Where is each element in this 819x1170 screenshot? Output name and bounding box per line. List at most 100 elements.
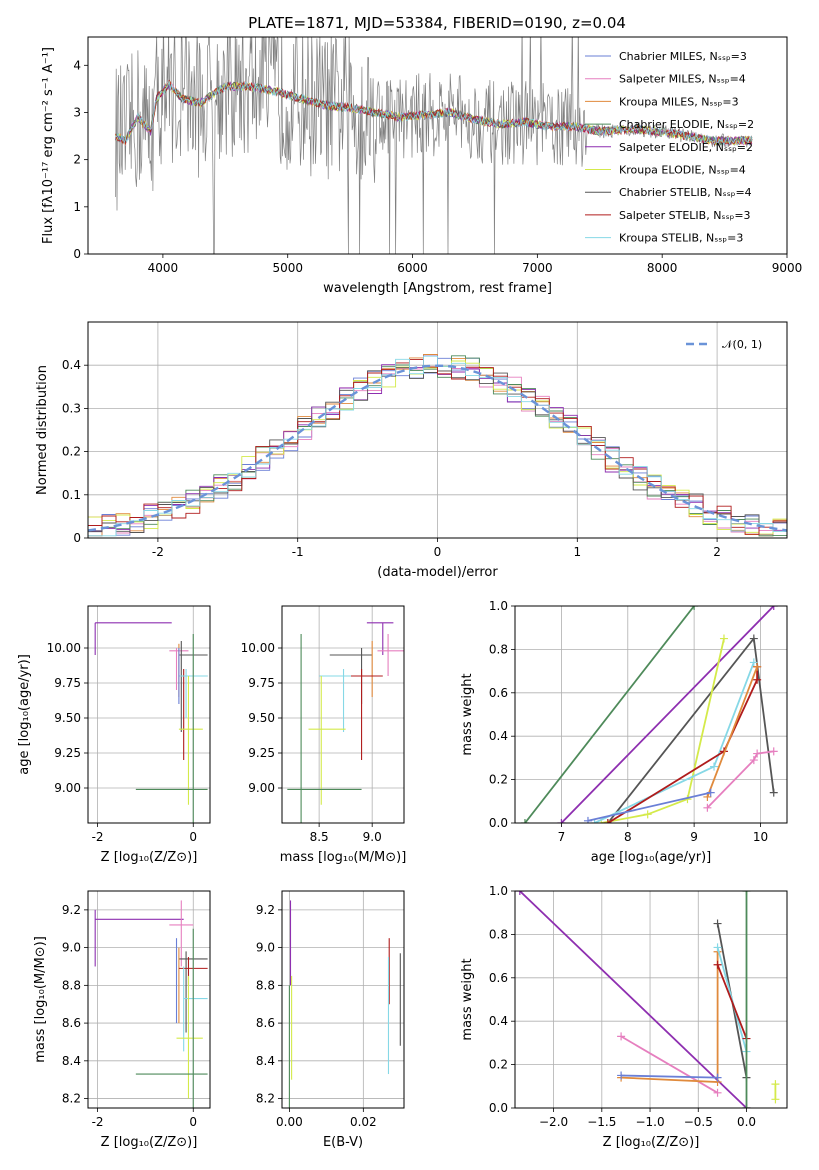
age_vs_Z-ytick-label: 10.00 <box>47 641 81 655</box>
age_vs_Z-xlabel: Z [log₁₀(Z/Z⊙)] <box>101 850 198 865</box>
spectrum-frame <box>87 36 788 255</box>
weight-marker <box>749 634 758 643</box>
weight-line-salpeter-miles <box>620 1035 719 1094</box>
model-spectrum-chabrier-stelib <box>115 81 753 146</box>
weight-marker <box>749 756 758 765</box>
age_vs_mass-xtick-label: 9.0 <box>363 830 382 844</box>
mass_vs_Z-xlabel: Z [log₁₀(Z/Z⊙)] <box>101 1135 198 1150</box>
residuals-ytick-label: 0.1 <box>62 488 81 502</box>
spectrum-ytick-label: 0 <box>73 247 81 261</box>
mass_vs_ebv-ytick-label: 8.8 <box>256 978 275 992</box>
weight-marker <box>690 606 699 610</box>
mass_vs_ebv-axes: 0.00 0.02 8.2 8.4 8.6 8.8 9.0 9.2 E(B-V) <box>256 890 405 1150</box>
weight_vs_age-ytick-label: 0.4 <box>489 729 508 743</box>
age_vs_Z-ytick-label: 9.00 <box>54 781 81 795</box>
age_vs_mass-frame <box>281 605 405 824</box>
mass_vs_ebv-xtick-label: 0.00 <box>276 1115 303 1129</box>
spectrum-xlabel: wavelength [Angstrom, rest frame] <box>323 281 552 296</box>
weight-line-salpeter-elodie <box>560 606 775 823</box>
age_vs_Z-xtick-label: -2 <box>92 830 104 844</box>
age_vs_Z-ytick-label: 9.25 <box>54 746 81 760</box>
weight-marker <box>753 749 762 758</box>
weight_vs_Z-ytick-label: 1.0 <box>489 884 508 898</box>
spectrum-xtick-label: 9000 <box>772 261 803 275</box>
weight-marker <box>710 762 719 771</box>
mass_vs_Z-xtick-label: 0 <box>189 1115 197 1129</box>
age_vs_mass-xtick-label: 8.5 <box>310 830 329 844</box>
weight-marker <box>706 788 715 797</box>
mass_vs_Z-ytick-label: 8.6 <box>62 1016 81 1030</box>
weight-marker <box>515 891 524 895</box>
normal-legend-label: 𝒩(0, 1) <box>722 338 762 351</box>
weight-line-kroupa-miles <box>621 951 719 1083</box>
weight_vs_age-ytick-label: 0.0 <box>489 816 508 830</box>
residuals-ytick-label: 0.2 <box>62 445 81 459</box>
legend-label: Chabrier ELODIE, Nₛₛₚ=2 <box>619 118 754 131</box>
legend-label: Kroupa ELODIE, Nₛₛₚ=4 <box>619 164 746 177</box>
weight-marker <box>713 1073 722 1082</box>
residuals-ytick-label: 0.4 <box>62 358 81 372</box>
age_vs_mass-plot-area <box>282 606 404 823</box>
weight-line-chabrier-miles <box>621 1074 718 1079</box>
plots-layer: 4000 5000 6000 7000 8000 900001234wavelength … <box>17 36 803 1150</box>
age_vs_mass-ytick-label: 9.75 <box>248 676 275 690</box>
weight_vs_age-xtick-label: 7 <box>558 830 566 844</box>
spectrum-plot-area <box>115 37 753 254</box>
mass_vs_ebv-frame <box>281 890 405 1109</box>
legend-label: Salpeter ELODIE, Nₛₛₚ=2 <box>619 141 753 154</box>
weight_vs_age-xlabel: age [log₁₀(age/yr)] <box>591 850 712 865</box>
weight_vs_age-frame <box>514 605 788 824</box>
residuals-ytick-label: 0.3 <box>62 401 81 415</box>
weight_vs_Z-xlabel: Z [log₁₀(Z/Z⊙)] <box>603 1135 700 1150</box>
weight_vs_Z-ytick-label: 0.4 <box>489 1014 508 1028</box>
mass_vs_ebv-ytick-label: 8.6 <box>256 1016 275 1030</box>
mass_vs_Z-ytick-label: 9.0 <box>62 941 81 955</box>
normal-curve <box>88 364 787 532</box>
weight-marker <box>617 1032 626 1041</box>
mass_vs_Z-ytick-label: 8.8 <box>62 978 81 992</box>
weight_vs_age-ytick-label: 0.2 <box>489 773 508 787</box>
figure-title: PLATE=1871, MJD=53384, FIBERID=0190, z=0… <box>248 14 626 32</box>
weight-marker <box>769 747 778 756</box>
weight-marker <box>703 803 712 812</box>
mass_vs_ebv-xlabel: E(B-V) <box>323 1135 363 1150</box>
weight_vs_age-ytick-label: 1.0 <box>489 599 508 613</box>
mass_vs_ebv-plot-area <box>282 891 404 1108</box>
weight_vs_Z-xtick-label: 0.0 <box>737 1115 756 1129</box>
residuals-ytick-label: 0 <box>73 531 81 545</box>
age_vs_mass-ytick-label: 9.50 <box>248 711 275 725</box>
weight-marker <box>713 960 722 969</box>
weight_vs_age-ytick-label: 0.6 <box>489 686 508 700</box>
residuals-xtick-label: -1 <box>292 545 304 559</box>
model-spectrum-kroupa-stelib <box>115 80 753 146</box>
weight-marker <box>557 819 566 823</box>
age_vs_mass-axes: 8.5 9.0 9.00 9.25 9.50 9.75 10.00 mass [log₁₀(M… <box>241 605 406 865</box>
spectrum-axes: 4000 5000 6000 7000 8000 9000 0 1 2 3 4 wavelength … <box>41 36 803 296</box>
weight_vs_Z-xtick-label: −1.5 <box>587 1115 616 1129</box>
weight-marker <box>590 819 599 823</box>
age_vs_Z-ylabel: age [log₁₀(age/yr)] <box>17 654 32 775</box>
mass_vs_Z-plot-area <box>88 891 210 1108</box>
spectrum-ytick-label: 2 <box>73 153 81 167</box>
weight_vs_age-axes: 7 8 9 10 0.0 0.2 0.4 0.6 0.8 1.0 age [log₁₀(age/yr… <box>460 599 788 865</box>
weight_vs_Z-ytick-label: 0.2 <box>489 1058 508 1072</box>
legend-label: Chabrier MILES, Nₛₛₚ=3 <box>619 50 747 63</box>
legend-label: Kroupa MILES, Nₛₛₚ=3 <box>619 95 739 108</box>
weight_vs_age-xtick-label: 8 <box>624 830 632 844</box>
weight-marker <box>703 792 712 801</box>
mass_vs_Z-xtick-label: -2 <box>92 1115 104 1129</box>
spectrum-ytick-label: 4 <box>73 58 81 72</box>
weight_vs_Z-ytick-label: 0.0 <box>489 1101 508 1115</box>
weight-marker <box>583 816 592 823</box>
weight_vs_Z-ylabel: mass weight <box>460 958 475 1040</box>
weight_vs_Z-xtick-label: −2.0 <box>539 1115 568 1129</box>
residuals-ylabel: Normed distribution <box>35 365 50 495</box>
weight-marker <box>643 810 652 819</box>
mass_vs_Z-axes: -2 0 8.2 8.4 8.6 8.8 9.0 9.2 Z [log₁₀(Z/Z⊙)] mass… <box>33 890 211 1150</box>
spectrum-xtick-label: 8000 <box>647 261 678 275</box>
mass_vs_Z-ytick-label: 8.2 <box>62 1092 81 1106</box>
legend-label: Salpeter STELIB, Nₛₛₚ=3 <box>619 209 751 222</box>
weight-line-kroupa-stelib <box>594 662 755 823</box>
weight_vs_Z-ytick-label: 0.8 <box>489 927 508 941</box>
